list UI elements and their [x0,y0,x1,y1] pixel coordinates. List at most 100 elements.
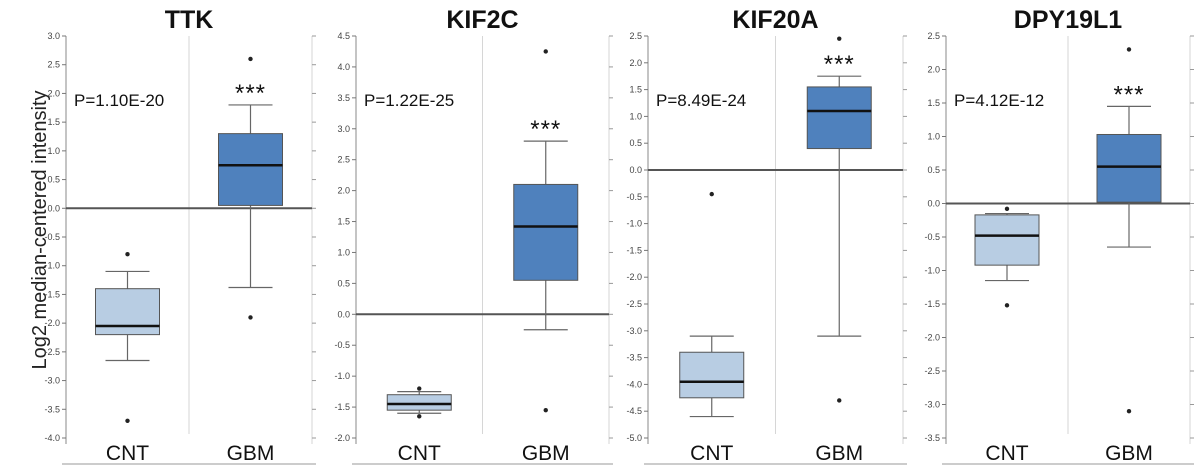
y-tick-label: 2.5 [927,31,940,41]
box-gbm [218,133,283,206]
y-axis-label: Log2 median-centered intensity [29,90,51,369]
box-cnt [974,214,1040,266]
y-tick-label: 0.5 [47,175,60,185]
outlier-point [125,418,130,423]
panel-kif2c: 4.5 4.0 3.5 3.0 2.5 2.0 1.5 1.0 0.5 0.0 -0.5 -1.0 -1… [334,6,613,465]
y-tick-label: 0.0 [47,203,60,213]
y-tick-label: 2.0 [927,65,940,75]
y-tick-label: -1.5 [924,299,940,309]
y-tick-label: 1.5 [927,98,940,108]
y-tick-label: 0.5 [927,165,940,175]
y-tick-label: -0.5 [924,232,940,242]
y-tick-label: 3.5 [337,93,350,103]
box-gbm [806,86,872,150]
y-tick-label: -3.0 [626,326,642,336]
y-tick-label: -3.0 [44,376,60,386]
y-tick-label: 2.5 [629,31,642,41]
category-label: CNT [106,442,149,465]
outlier-point [248,56,253,62]
significance-stars: *** [530,116,561,143]
y-tick-label: -1.0 [334,371,350,381]
outlier-point [1004,206,1010,212]
panel-title: KIF20A [732,6,818,34]
category-label: CNT [398,442,441,465]
panel-title: TTK [165,6,214,34]
y-tick-label: 2.0 [629,58,642,68]
y-tick-label: 1.0 [927,132,940,142]
y-tick-label: -0.5 [334,340,350,350]
y-tick-label: -1.5 [44,289,60,299]
y-tick-label: -0.5 [626,192,642,202]
y-tick-label: -2.5 [924,366,940,376]
y-tick-label: -2.5 [626,299,642,309]
y-tick-label: 2.0 [337,186,350,196]
outlier-point [543,407,548,413]
p-value-label: P=8.49E-24 [656,91,746,110]
y-tick-label: -3.0 [924,400,940,410]
y-tick-label: 1.5 [629,85,642,95]
y-tick-label: -4.5 [626,406,642,416]
y-tick-label: -3.5 [44,404,60,414]
y-tick-label: -4.0 [626,379,642,389]
y-tick-label: 1.0 [47,146,60,156]
y-tick-label: -1.0 [626,219,642,229]
y-tick-label: -1.5 [626,245,642,255]
panels: 3.0 2.5 2.0 1.5 1.0 0.5 0.0 -0.5 -1.0 -1.5 -2.0 -2.… [44,6,1194,465]
y-tick-label: -3.5 [626,353,642,363]
y-tick-label: 0.0 [337,309,350,319]
box-gbm [1096,133,1162,203]
y-tick-label: 1.5 [47,117,60,127]
y-tick-label: 1.0 [337,247,350,257]
panel-title: DPY19L1 [1014,6,1122,34]
p-value-label: P=1.10E-20 [74,91,164,110]
y-tick-label: -2.0 [334,433,350,443]
box-cnt [679,351,745,399]
outlier-point [543,49,548,54]
category-label: GBM [522,442,570,465]
y-tick-label: 0.0 [927,199,940,209]
y-tick-label: 0.5 [629,138,642,148]
outlier-point [248,315,253,320]
category-label: CNT [985,442,1028,465]
y-tick-label: 2.0 [47,88,60,98]
y-tick-label: -1.0 [924,266,940,276]
significance-stars: *** [824,51,855,78]
category-label: GBM [227,442,275,465]
y-tick-label: 4.0 [337,62,350,72]
y-tick-label: 4.5 [337,31,350,41]
panel-kif20a: 2.5 2.0 1.5 1.0 0.5 0.0 -0.5 -1.0 -1.5 -2.0 -2.5 -3… [626,6,907,465]
y-tick-label: 0.5 [337,278,350,288]
y-tick-label: -0.5 [44,232,60,242]
panel-ttk: 3.0 2.5 2.0 1.5 1.0 0.5 0.0 -0.5 -1.0 -1.5 -2.0 -2.… [44,6,316,465]
y-tick-label: 2.5 [337,155,350,165]
y-tick-label: -1.5 [334,402,350,412]
y-tick-label: 3.0 [337,124,350,134]
outlier-point [417,386,422,391]
category-label: GBM [815,442,863,465]
y-tick-label: 3.0 [47,31,60,41]
category-label: CNT [690,442,733,465]
y-tick-label: 2.5 [47,60,60,70]
outlier-point [1004,303,1010,308]
outlier-point [709,191,714,197]
y-tick-label: -5.0 [626,433,642,443]
y-tick-label: -4.0 [44,433,60,443]
outlier-point [417,414,422,419]
outlier-point [1126,47,1132,52]
y-tick-label: -2.0 [626,272,642,282]
significance-stars: *** [1113,81,1144,108]
panel-title: KIF2C [446,6,518,34]
outlier-point [125,252,130,257]
box-cnt [386,394,452,411]
y-tick-label: 1.0 [629,111,642,121]
panel-dpy19l1: 2.5 2.0 1.5 1.0 0.5 0.0 -0.5 -1.0 -1.5 -2.0 -2.5 -3… [924,6,1194,465]
box-cnt [95,288,160,336]
p-value-label: P=1.22E-25 [364,91,454,110]
y-tick-label: -2.0 [924,333,940,343]
category-label: GBM [1105,442,1153,465]
y-tick-label: 0.0 [629,165,642,175]
outlier-point [1126,409,1132,414]
y-tick-label: -2.5 [44,347,60,357]
box-gbm [513,183,579,281]
